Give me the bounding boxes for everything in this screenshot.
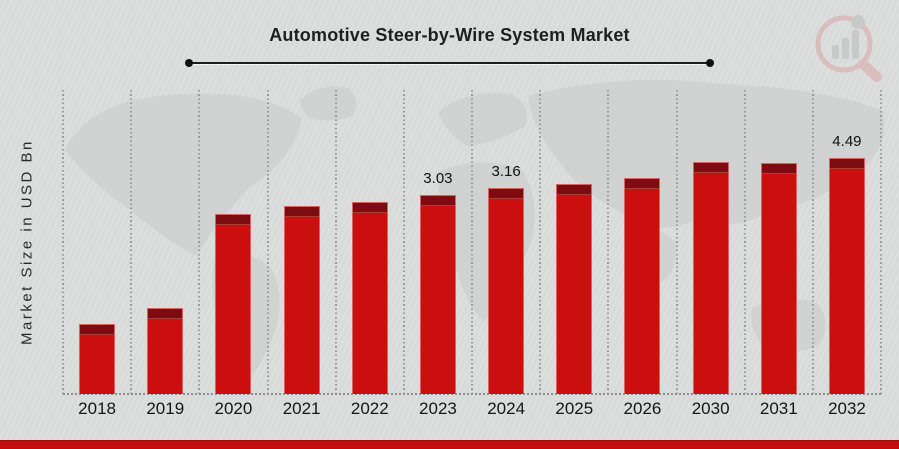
gridline xyxy=(403,90,405,394)
bar-2022 xyxy=(352,202,388,394)
chart-title: Automotive Steer-by-Wire System Market xyxy=(269,25,630,45)
bar-cap xyxy=(148,309,182,319)
bar-cap xyxy=(625,179,659,189)
x-tick-2024: 2024 xyxy=(487,399,526,418)
gridline xyxy=(607,90,609,394)
gridline xyxy=(880,90,882,394)
data-label-2023: 3.03 xyxy=(423,170,453,187)
bar-cap xyxy=(830,159,864,169)
gridline xyxy=(267,90,269,394)
bar-2025 xyxy=(556,184,592,394)
bar-2021 xyxy=(284,206,320,394)
x-axis-line xyxy=(63,393,881,395)
y-axis-title: Market Size in USD Bn xyxy=(18,139,36,345)
x-tick-2030: 2030 xyxy=(691,399,730,418)
bar-cap xyxy=(489,189,523,199)
x-tick-2019: 2019 xyxy=(146,399,185,418)
x-tick-2021: 2021 xyxy=(282,399,321,418)
bar-cap xyxy=(557,185,591,195)
x-tick-2023: 2023 xyxy=(419,399,457,418)
bar-cap xyxy=(285,207,319,217)
gridline xyxy=(812,90,814,394)
bar-cap xyxy=(421,196,455,206)
data-label-2032: 4.49 xyxy=(832,133,862,150)
x-tick-2031: 2031 xyxy=(759,399,798,418)
gridline xyxy=(744,90,746,394)
bar-2024 xyxy=(488,188,524,394)
bar-2026 xyxy=(624,178,660,394)
bar-2019 xyxy=(147,308,183,394)
gridline xyxy=(130,90,132,394)
gridline xyxy=(539,90,541,394)
bar-2031 xyxy=(761,163,797,394)
magnifier-ring xyxy=(815,15,873,73)
bar-2032 xyxy=(829,158,865,394)
x-tick-2032: 2032 xyxy=(828,399,866,418)
x-tick-2022: 2022 xyxy=(350,399,389,418)
bar-2018 xyxy=(79,324,115,394)
gridline xyxy=(198,90,200,394)
plot-area: 3.03 3.16 4.49 xyxy=(62,90,882,394)
bar-cap xyxy=(694,163,728,173)
bar-2023 xyxy=(420,195,456,394)
x-tick-2020: 2020 xyxy=(214,399,253,418)
footer-accent-strip xyxy=(0,440,899,449)
bar-2020 xyxy=(215,214,251,394)
data-label-2024: 3.16 xyxy=(491,163,521,180)
title-underline xyxy=(185,59,714,67)
bar-cap xyxy=(353,203,387,213)
gridline xyxy=(62,90,64,394)
bar-cap xyxy=(80,325,114,335)
bar-2030 xyxy=(693,162,729,394)
x-axis-labels: 2018 2019 2020 2021 2022 2023 2024 2025 2026 2030… xyxy=(63,399,881,425)
bar-cap xyxy=(762,164,796,174)
gridline xyxy=(676,90,678,394)
x-tick-2025: 2025 xyxy=(555,399,594,418)
x-tick-2018: 2018 xyxy=(78,399,116,418)
gridline xyxy=(335,90,337,394)
brand-logo-icon xyxy=(805,8,887,84)
bar-cap xyxy=(216,215,250,225)
gridline xyxy=(471,90,473,394)
x-tick-2026: 2026 xyxy=(623,399,662,418)
